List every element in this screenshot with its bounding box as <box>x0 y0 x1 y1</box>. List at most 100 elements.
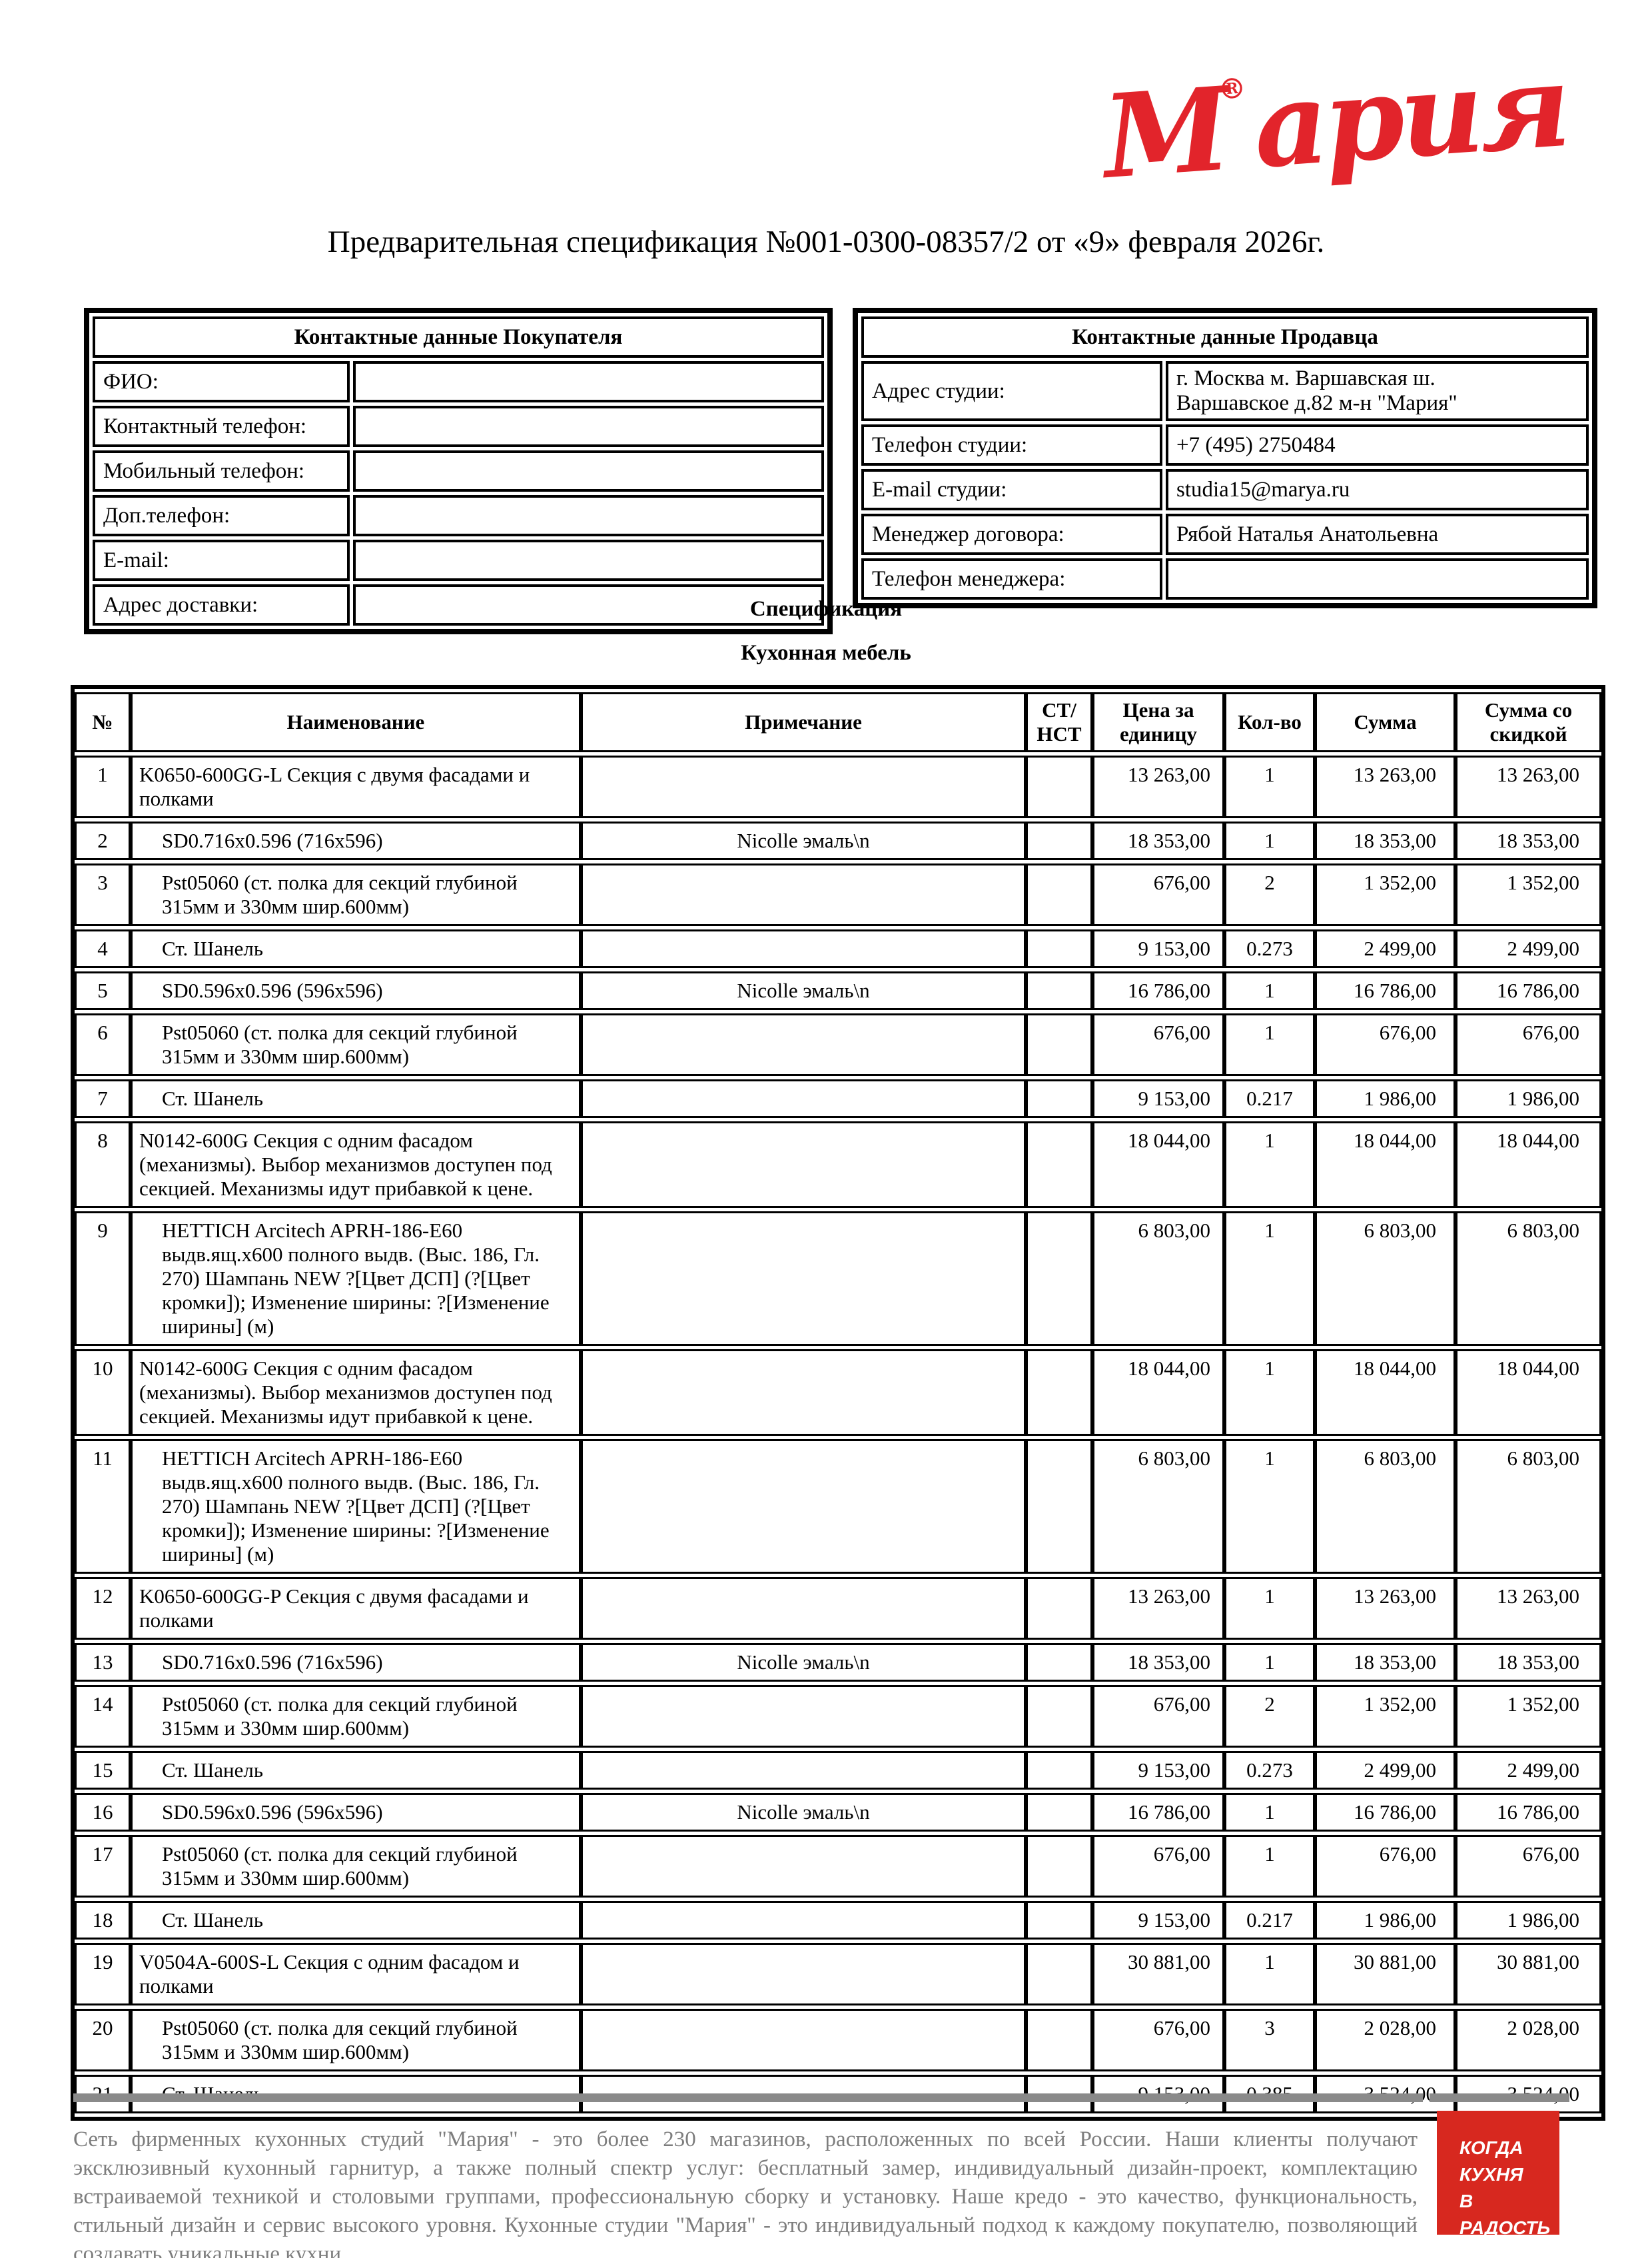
row-number: 15 <box>75 1751 131 1790</box>
item-sum-discount: 30 881,00 <box>1455 1943 1601 2005</box>
item-unit-price: 676,00 <box>1092 1685 1224 1748</box>
item-st-nst <box>1026 1793 1092 1832</box>
spec-row: 20 Pst05060 (ст. полка для секций глубино… <box>75 2009 1601 2071</box>
item-sum-discount: 6 803,00 <box>1455 1211 1601 1346</box>
seller-contact-value: Рябой Наталья Анатольевна <box>1166 514 1589 555</box>
item-unit-price: 6 803,00 <box>1092 1211 1224 1346</box>
item-st-nst <box>1026 1643 1092 1682</box>
item-unit-price: 676,00 <box>1092 1835 1224 1898</box>
item-sum-discount: 6 803,00 <box>1455 1439 1601 1574</box>
item-quantity: 1 <box>1224 1349 1315 1436</box>
spec-row: 5 SD0.596x0.596 (596x596) Nicolle эмаль\n 1… <box>75 971 1601 1010</box>
item-note <box>581 1079 1026 1118</box>
item-st-nst <box>1026 1349 1092 1436</box>
item-sum-discount: 16 786,00 <box>1455 971 1601 1010</box>
row-number: 16 <box>75 1793 131 1832</box>
spec-row: 9 HETTICH Arcitech APRH-186-E60 выдв.ящ.х… <box>75 1211 1601 1346</box>
item-quantity: 3 <box>1224 2009 1315 2071</box>
buyer-contact-label: E-mail: <box>93 540 350 581</box>
col-header-quantity: Кол-во <box>1224 692 1315 752</box>
item-note <box>581 2009 1026 2071</box>
spec-heading: Спецификация <box>749 597 903 621</box>
col-header-unit-price: Цена за единицу <box>1092 692 1224 752</box>
item-sum-discount: 2 499,00 <box>1455 1751 1601 1790</box>
row-number: 8 <box>75 1121 131 1208</box>
row-number: 17 <box>75 1835 131 1898</box>
row-number: 13 <box>75 1643 131 1682</box>
item-sum: 13 263,00 <box>1315 1577 1455 1640</box>
seller-contact-value: г. Москва м. Варшавская ш. Варшавское д.… <box>1166 361 1589 421</box>
row-number: 9 <box>75 1211 131 1346</box>
item-sum: 1 352,00 <box>1315 1685 1455 1748</box>
item-name: SD0.716x0.596 (716x596) <box>131 822 581 860</box>
item-note <box>581 1577 1026 1640</box>
item-sum: 2 499,00 <box>1315 1751 1455 1790</box>
buyer-contact-label: Мобильный телефон: <box>93 450 350 492</box>
col-header-number: № <box>75 692 131 752</box>
item-st-nst <box>1026 1013 1092 1076</box>
item-unit-price: 18 044,00 <box>1092 1349 1224 1436</box>
item-sum: 18 353,00 <box>1315 822 1455 860</box>
spec-row: 3 Pst05060 (ст. полка для секций глубиной… <box>75 863 1601 926</box>
item-st-nst <box>1026 929 1092 968</box>
item-sum-discount: 18 353,00 <box>1455 822 1601 860</box>
item-note: Nicolle эмаль\n <box>581 1793 1026 1832</box>
spec-row: 4 Ст. Шанель 9 153,00 0.273 2 499,00 2 499,00 <box>75 929 1601 968</box>
item-unit-price: 16 786,00 <box>1092 1793 1224 1832</box>
item-sum-discount: 1 986,00 <box>1455 1079 1601 1118</box>
row-number: 5 <box>75 971 131 1010</box>
item-note <box>581 1835 1026 1898</box>
spec-row: 11 HETTICH Arcitech APRH-186-E60 выдв.ящ.… <box>75 1439 1601 1574</box>
buyer-contact-value <box>353 540 824 581</box>
spec-table: № Наименование Примечание СТ/ НСТ Цена з… <box>71 685 1605 2121</box>
item-sum: 16 786,00 <box>1315 1793 1455 1832</box>
spec-row: 13 SD0.716x0.596 (716x596) Nicolle эмаль\n… <box>75 1643 1601 1682</box>
spec-subheading: Кухонная мебель <box>741 641 911 665</box>
item-st-nst <box>1026 1901 1092 1940</box>
item-sum: 1 352,00 <box>1315 863 1455 926</box>
item-note <box>581 1943 1026 2005</box>
buyer-contact-label: Доп.телефон: <box>93 495 350 536</box>
item-st-nst <box>1026 1685 1092 1748</box>
item-sum: 676,00 <box>1315 1013 1455 1076</box>
item-unit-price: 18 353,00 <box>1092 1643 1224 1682</box>
col-header-note: Примечание <box>581 692 1026 752</box>
item-name: Ст. Шанель <box>131 1079 581 1118</box>
seller-contact-row: Телефон студии: +7 (495) 2750484 <box>861 424 1589 466</box>
buyer-contact-value <box>353 584 824 626</box>
item-note <box>581 1121 1026 1208</box>
item-name: N0142-600G Секция с одним фасадом (механ… <box>131 1349 581 1436</box>
buyer-contact-value <box>353 406 824 447</box>
item-sum: 6 803,00 <box>1315 1211 1455 1346</box>
item-note <box>581 1685 1026 1748</box>
footer-about-text: Сеть фирменных кухонных студий "Мария" -… <box>73 2127 1418 2258</box>
item-unit-price: 676,00 <box>1092 863 1224 926</box>
item-st-nst <box>1026 1835 1092 1898</box>
item-unit-price: 9 153,00 <box>1092 929 1224 968</box>
item-note <box>581 1901 1026 1940</box>
seller-contact-label: Телефон менеджера: <box>861 558 1162 600</box>
spec-row: 18 Ст. Шанель 9 153,00 0.217 1 986,00 1 986,0… <box>75 1901 1601 1940</box>
item-name: Pst05060 (ст. полка для секций глубиной … <box>131 1685 581 1748</box>
item-quantity: 1 <box>1224 971 1315 1010</box>
item-st-nst <box>1026 2009 1092 2071</box>
item-quantity: 1 <box>1224 1211 1315 1346</box>
item-quantity: 2 <box>1224 1685 1315 1748</box>
buyer-contact-value <box>353 361 824 402</box>
item-name: N0142-600G Секция с одним фасадом (механ… <box>131 1121 581 1208</box>
buyer-contact-row: Доп.телефон: <box>93 495 824 536</box>
item-unit-price: 9 153,00 <box>1092 1901 1224 1940</box>
buyer-contact-title: Контактные данные Покупателя <box>93 316 824 358</box>
item-note <box>581 1349 1026 1436</box>
row-number: 6 <box>75 1013 131 1076</box>
buyer-contact-value <box>353 450 824 492</box>
item-sum: 6 803,00 <box>1315 1439 1455 1574</box>
seller-contact-label: Менеджер договора: <box>861 514 1162 555</box>
seller-contact-value: +7 (495) 2750484 <box>1166 424 1589 466</box>
item-unit-price: 18 353,00 <box>1092 822 1224 860</box>
item-name: SD0.716x0.596 (716x596) <box>131 1643 581 1682</box>
item-quantity: 1 <box>1224 1643 1315 1682</box>
seller-contact-value <box>1166 558 1589 600</box>
item-st-nst <box>1026 822 1092 860</box>
buyer-contact-header-row: Контактные данные Покупателя <box>93 316 824 358</box>
